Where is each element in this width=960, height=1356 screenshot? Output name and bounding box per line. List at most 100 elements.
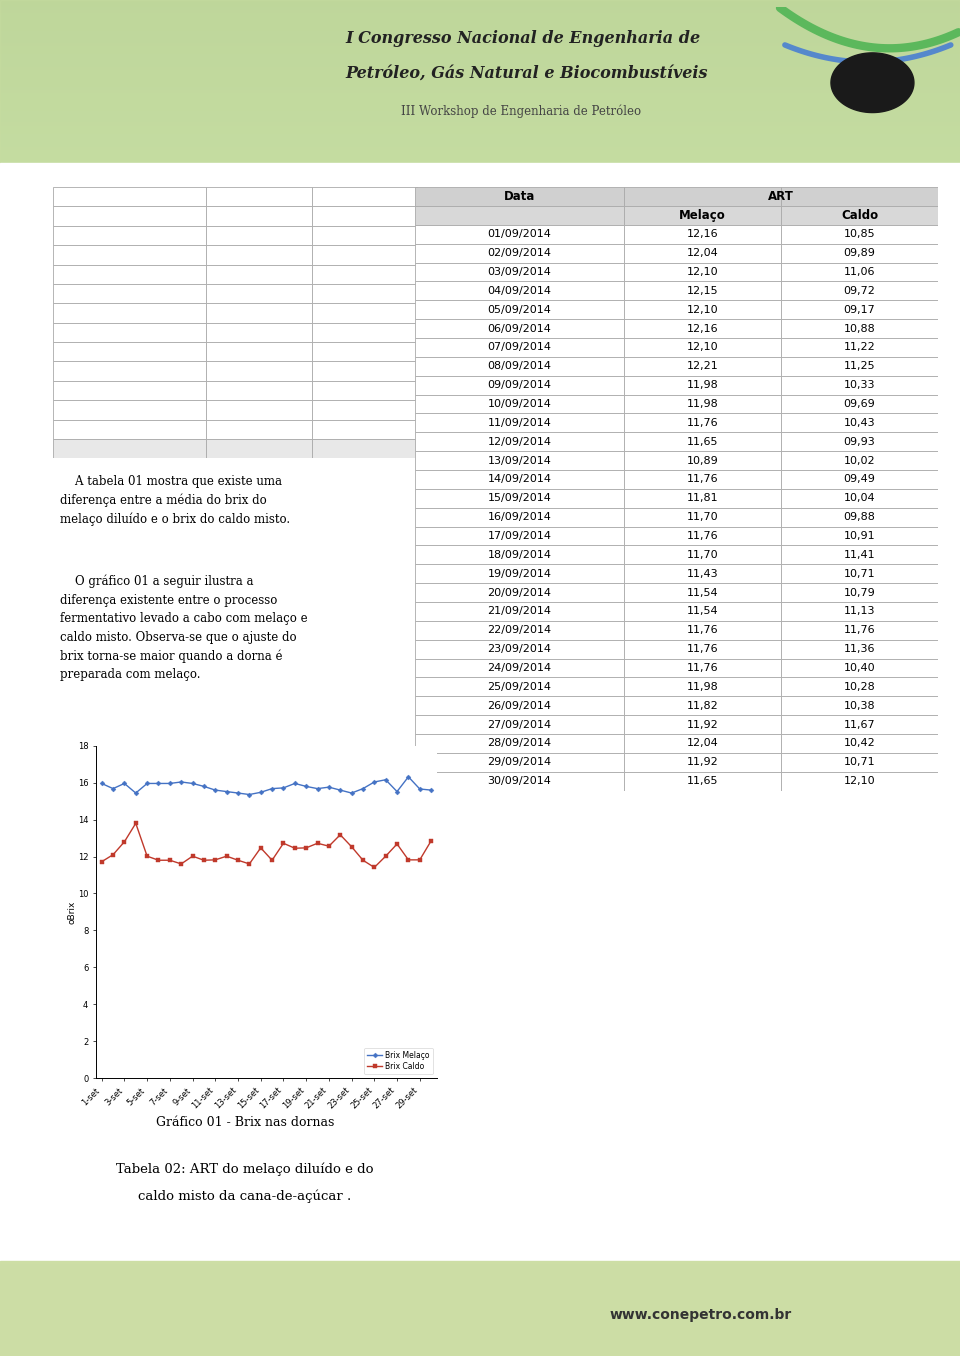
Bar <box>0 39 960 41</box>
Bar <box>206 226 312 245</box>
Brix Caldo <box>130 815 141 831</box>
Bar <box>312 206 418 226</box>
Brix Caldo <box>312 835 324 852</box>
Bar <box>0 33 960 34</box>
Brix Caldo <box>266 852 277 868</box>
Text: 15,96: 15,96 <box>243 191 275 202</box>
Text: 11,80: 11,80 <box>348 308 380 319</box>
Bar <box>0 160 960 161</box>
Text: 11,98: 11,98 <box>686 399 718 410</box>
Text: 21/09/2014: 21/09/2014 <box>97 250 161 260</box>
Text: MÉDIA: MÉDIA <box>109 443 150 454</box>
Bar <box>0 7 960 8</box>
Bar <box>0 96 960 98</box>
Text: 12,53: 12,53 <box>348 289 380 298</box>
Text: 11,36: 11,36 <box>844 644 876 654</box>
Bar <box>0 52 960 54</box>
Bar <box>415 338 624 357</box>
Bar <box>0 153 960 155</box>
Brix Melaço <box>198 778 209 795</box>
Bar <box>624 526 781 545</box>
Bar <box>312 400 418 419</box>
Bar <box>0 156 960 157</box>
Brix Melaço <box>357 781 369 797</box>
Text: 29/09/2014: 29/09/2014 <box>97 405 161 415</box>
Bar <box>781 376 938 395</box>
Brix Melaço <box>221 784 232 800</box>
Brix Melaço <box>244 786 255 803</box>
Text: 11,54: 11,54 <box>686 606 718 617</box>
Bar <box>624 263 781 282</box>
Brix Melaço <box>164 776 176 792</box>
Text: 09,17: 09,17 <box>844 305 876 315</box>
Bar <box>624 621 781 640</box>
Text: 11,41: 11,41 <box>348 327 380 338</box>
Text: 23/09/2014: 23/09/2014 <box>97 289 161 298</box>
Brix Caldo <box>244 856 255 872</box>
Bar <box>415 640 624 659</box>
Brix Caldo <box>425 833 437 849</box>
Text: 25/09/2014: 25/09/2014 <box>488 682 551 692</box>
Bar <box>781 471 938 488</box>
Bar <box>781 187 938 206</box>
Bar <box>53 264 206 283</box>
Text: 15,68: 15,68 <box>243 231 275 240</box>
Text: 10,79: 10,79 <box>844 587 876 598</box>
Text: 10,71: 10,71 <box>844 568 876 579</box>
Bar <box>312 187 418 206</box>
Bar <box>0 92 960 95</box>
Bar <box>0 119 960 121</box>
Bar <box>624 602 781 621</box>
Bar <box>0 11 960 14</box>
Bar <box>781 414 938 433</box>
Bar <box>781 433 938 452</box>
Bar <box>0 16 960 18</box>
Text: 01/09/2014: 01/09/2014 <box>488 229 551 239</box>
Text: Petróleo, Gás Natural e Biocombustíveis: Petróleo, Gás Natural e Biocombustíveis <box>346 65 708 81</box>
Bar <box>0 0 960 1</box>
Bar <box>415 206 624 225</box>
Text: 04/09/2014: 04/09/2014 <box>488 286 551 296</box>
Text: 11,92: 11,92 <box>686 720 718 730</box>
Bar <box>0 71 960 72</box>
Text: 15,6: 15,6 <box>247 424 271 434</box>
Bar <box>206 304 312 323</box>
Bar <box>781 206 938 225</box>
Bar <box>0 144 960 145</box>
Bar <box>415 564 624 583</box>
Text: 09,93: 09,93 <box>844 437 876 446</box>
Bar <box>415 300 624 319</box>
Text: 10,40: 10,40 <box>844 663 876 673</box>
Text: 13,18: 13,18 <box>348 270 380 279</box>
Text: 12,10: 12,10 <box>686 267 718 277</box>
Bar <box>415 263 624 282</box>
Text: 24/09/2014: 24/09/2014 <box>488 663 551 673</box>
Text: 11,41: 11,41 <box>844 549 876 560</box>
Bar <box>206 283 312 304</box>
Bar <box>781 244 938 263</box>
Brix Caldo <box>153 852 164 868</box>
Text: 09,69: 09,69 <box>844 399 876 410</box>
Legend: Brix Melaço, Brix Caldo: Brix Melaço, Brix Caldo <box>364 1048 433 1074</box>
Bar <box>206 323 312 342</box>
Bar <box>0 136 960 137</box>
Text: 02/09/2014: 02/09/2014 <box>488 248 551 258</box>
Brix Melaço <box>324 778 335 795</box>
Bar <box>415 507 624 526</box>
Brix Melaço <box>425 782 437 799</box>
Bar <box>415 244 624 263</box>
Text: 11,76: 11,76 <box>686 644 718 654</box>
Brix Melaço <box>96 776 108 792</box>
Text: 28/09/2014: 28/09/2014 <box>488 739 551 749</box>
Bar <box>53 323 206 342</box>
Brix Caldo <box>369 860 380 876</box>
Bar <box>624 678 781 696</box>
Text: 19/09/2014: 19/09/2014 <box>97 212 161 221</box>
Brix Caldo <box>380 848 392 864</box>
Text: 16/09/2014: 16/09/2014 <box>488 513 551 522</box>
Bar <box>0 133 960 136</box>
Bar <box>0 104 960 106</box>
Bar <box>0 9 960 11</box>
Polygon shape <box>831 53 914 113</box>
Brix Caldo <box>198 852 209 868</box>
